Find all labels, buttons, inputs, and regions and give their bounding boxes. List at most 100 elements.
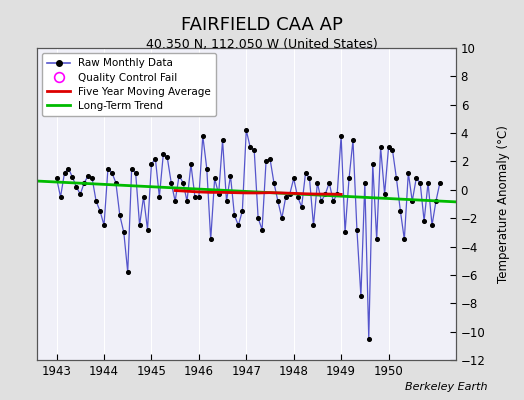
Point (143, 226, 151, 233)
Point (246, 144, 255, 150)
Point (274, 198, 282, 204)
Point (424, 180, 432, 186)
Point (396, 208, 405, 214)
Point (266, 156, 274, 162)
Point (242, 127, 250, 134)
Point (52, 175, 61, 182)
Point (80, 180, 89, 186)
Point (392, 175, 401, 182)
Point (100, 222, 108, 228)
Point (64, 165, 73, 172)
Point (404, 170, 412, 176)
Point (147, 161, 156, 168)
Point (388, 147, 397, 153)
Text: Berkeley Earth: Berkeley Earth (405, 382, 487, 392)
Point (281, 194, 290, 200)
Point (112, 180, 120, 186)
Point (183, 198, 191, 204)
Point (151, 156, 160, 162)
Point (286, 191, 294, 197)
Point (376, 144, 385, 150)
Point (226, 172, 235, 179)
Point (76, 191, 84, 197)
Point (368, 161, 377, 168)
Point (119, 229, 128, 236)
Point (329, 198, 337, 204)
Point (127, 165, 136, 172)
Point (68, 174, 77, 180)
Point (361, 180, 369, 186)
Point (159, 151, 168, 158)
Point (258, 226, 266, 233)
Point (211, 175, 219, 182)
Point (278, 215, 286, 221)
Point (135, 222, 144, 228)
Point (309, 222, 318, 228)
Y-axis label: Temperature Anomaly (°C): Temperature Anomaly (°C) (497, 125, 510, 283)
Point (179, 180, 187, 186)
Text: FAIRFIELD CAA AP: FAIRFIELD CAA AP (181, 16, 343, 34)
Point (337, 133, 345, 139)
Point (373, 236, 381, 243)
Point (214, 191, 223, 197)
Point (108, 170, 116, 176)
Text: 40.350 N, 112.050 W (United States): 40.350 N, 112.050 W (United States) (146, 38, 378, 51)
Point (250, 147, 258, 153)
Point (57, 194, 65, 200)
Point (270, 180, 278, 186)
Point (171, 198, 179, 204)
Point (92, 198, 100, 204)
Point (96, 208, 104, 214)
Point (349, 137, 357, 143)
Point (195, 194, 203, 200)
Point (400, 236, 409, 243)
Point (191, 194, 199, 200)
Point (313, 180, 322, 186)
Point (88, 175, 96, 182)
Point (199, 133, 207, 139)
Point (436, 180, 444, 186)
Point (305, 175, 314, 182)
Point (298, 204, 306, 210)
Point (139, 194, 148, 200)
Point (116, 212, 124, 218)
Point (321, 191, 330, 197)
Legend: Raw Monthly Data, Quality Control Fail, Five Year Moving Average, Long-Term Tren: Raw Monthly Data, Quality Control Fail, … (42, 53, 216, 116)
Point (219, 137, 227, 143)
Point (132, 170, 140, 176)
Point (428, 222, 436, 228)
Point (84, 172, 92, 179)
Point (293, 194, 302, 200)
Point (333, 191, 341, 197)
Point (412, 175, 420, 182)
Point (206, 236, 215, 243)
Point (167, 180, 176, 186)
Point (357, 293, 365, 299)
Point (420, 218, 428, 224)
Point (345, 175, 353, 182)
Point (155, 194, 163, 200)
Point (163, 154, 171, 160)
Point (325, 180, 333, 186)
Point (72, 184, 81, 190)
Point (262, 158, 270, 165)
Point (230, 212, 238, 218)
Point (222, 198, 231, 204)
Point (301, 170, 310, 176)
Point (104, 165, 112, 172)
Point (432, 198, 440, 204)
Point (317, 198, 325, 204)
Point (380, 191, 389, 197)
Point (187, 161, 195, 168)
Point (254, 215, 263, 221)
Point (124, 269, 132, 275)
Point (289, 175, 298, 182)
Point (60, 170, 69, 176)
Point (203, 165, 211, 172)
Point (234, 222, 243, 228)
Point (416, 180, 424, 186)
Point (175, 172, 183, 179)
Point (238, 208, 246, 214)
Point (365, 336, 373, 342)
Point (408, 198, 417, 204)
